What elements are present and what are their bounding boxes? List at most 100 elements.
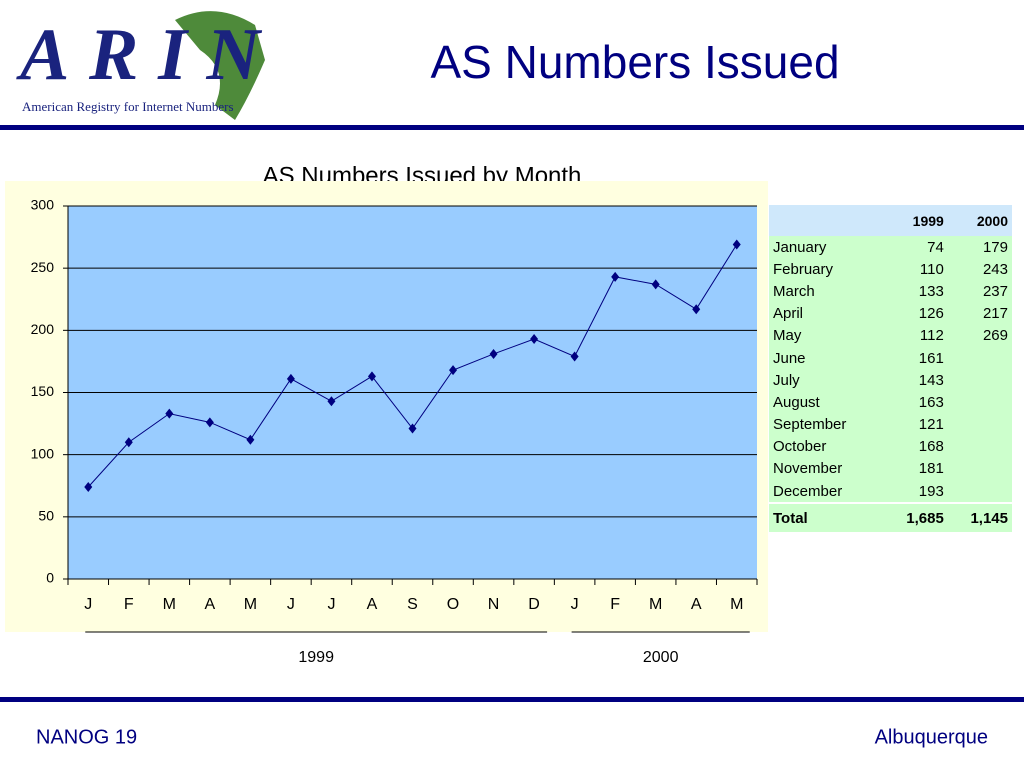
row-label: December [769,480,884,504]
empty-cell [947,369,1012,392]
row-label: February [769,258,884,281]
row-label: September [769,413,884,436]
x-group-label: 2000 [643,649,679,666]
data-point [286,373,295,384]
empty-cell [947,457,1012,481]
cell: 121 [883,413,948,436]
row-label: January [769,236,884,259]
data-point [246,434,255,445]
x-tick-label: N [488,596,500,613]
cell: 179 [947,236,1012,259]
data-point [124,437,133,448]
y-tick-label: 100 [31,445,55,461]
logo-text: ARIN [16,14,263,96]
empty-cell [947,435,1012,458]
data-point [570,351,579,362]
row-label: June [769,346,884,370]
x-tick-label: F [124,596,134,613]
x-tick-label: J [287,596,295,613]
cell: 126 [883,302,948,325]
footer-rule [0,697,1024,702]
table-row: July 143 [769,369,1012,392]
x-tick-label: M [730,596,743,613]
x-tick-label: M [649,596,662,613]
column-header: 2000 [947,205,1012,236]
cell: 112 [883,324,948,347]
cell: 1,145 [947,502,1012,533]
corner [769,205,884,236]
data-point [449,365,458,376]
row-label: March [769,280,884,303]
logo-subtitle: American Registry for Internet Numbers [22,99,234,114]
footer-left: NANOG 19 [36,726,137,748]
empty-cell [947,413,1012,436]
data-point [732,239,741,250]
table-row: February 110 243 [769,258,1012,281]
data-point [611,271,620,282]
row-label: May [769,324,884,347]
row-label: July [769,369,884,392]
x-group-label: 1999 [298,649,334,666]
row-label: August [769,391,884,414]
x-tick-label: D [528,596,540,613]
cell: 217 [947,302,1012,325]
cell: 74 [883,236,948,259]
row-label: April [769,302,884,325]
data-point [692,304,701,315]
cell: 110 [883,258,948,281]
y-tick-label: 250 [31,259,55,275]
cell: 237 [947,280,1012,303]
y-tick-label: 150 [31,383,55,399]
slide-title: AS Numbers Issued [430,36,839,88]
table-row: November 181 [769,457,1012,481]
table-row: January 74 179 [769,236,1012,259]
data-table: 1999 2000 January 74 179 February 110 243 March… [769,205,1012,533]
data-point [489,348,498,359]
table-row: September 121 [769,413,1012,436]
x-tick-label: A [367,596,378,613]
cell: 193 [883,480,948,504]
cell: 243 [947,258,1012,281]
table-row: May 112 269 [769,324,1012,347]
row-label: October [769,435,884,458]
header-rule [0,125,1024,130]
x-tick-label: M [244,596,257,613]
data-point [408,423,417,434]
column-header: 1999 [883,205,948,236]
x-tick-label: F [610,596,620,613]
y-tick-label: 200 [31,321,55,337]
x-tick-label: A [205,596,216,613]
cell: 133 [883,280,948,303]
data-point [367,371,376,382]
empty-cell [947,346,1012,370]
table-header: 1999 2000 [769,205,1012,236]
cell: 168 [883,435,948,458]
row-label: November [769,457,884,481]
table-row: April 126 217 [769,302,1012,325]
footer-right: Albuquerque [875,726,988,748]
logo-globe [175,11,265,120]
table-row: August 163 [769,391,1012,414]
x-tick-label: M [163,596,176,613]
x-tick-label: O [447,596,459,613]
x-tick-label: J [84,596,92,613]
x-tick-label: J [571,596,579,613]
cell: 161 [883,346,948,370]
y-tick-label: 300 [31,197,55,213]
x-tick-label: J [327,596,335,613]
data-point [84,481,93,492]
data-point [165,408,174,419]
cell: 1,685 [883,502,948,533]
cell: 269 [947,324,1012,347]
x-tick-label: S [407,596,418,613]
data-point [205,417,214,428]
empty-cell [947,391,1012,414]
cell: 163 [883,391,948,414]
empty-cell [947,480,1012,504]
cell: 181 [883,457,948,481]
cell: 143 [883,369,948,392]
table-row: December 193 [769,480,1012,504]
row-label: Total [769,502,884,533]
